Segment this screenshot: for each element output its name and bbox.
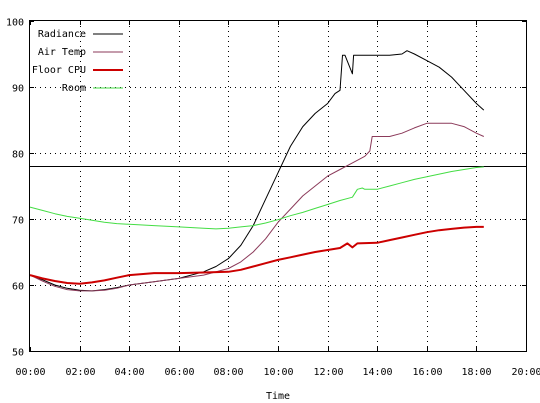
x-tick-label: 08:00 bbox=[213, 367, 243, 378]
grid bbox=[30, 21, 526, 351]
legend: Radiance Air Temp Floor CPU Room bbox=[32, 29, 123, 94]
series-line-floor-cpu bbox=[29, 225, 484, 285]
x-tick-label: 06:00 bbox=[164, 367, 194, 378]
x-tick-label: 04:00 bbox=[114, 367, 144, 378]
x-tick-label: 20:00 bbox=[511, 367, 540, 378]
y-tick-label: 70 bbox=[12, 216, 24, 227]
series-line-room bbox=[29, 166, 484, 230]
y-axis-ticks: 50 60 70 80 90 100 bbox=[6, 18, 526, 359]
y-tick-label: 90 bbox=[12, 84, 24, 95]
legend-label: Floor CPU bbox=[32, 65, 86, 76]
x-axis-label: Time bbox=[266, 391, 290, 402]
y-tick-label: 100 bbox=[6, 18, 24, 29]
legend-label: Room bbox=[62, 83, 86, 94]
x-tick-label: 10:00 bbox=[263, 367, 293, 378]
y-tick-label: 80 bbox=[12, 150, 24, 161]
y-tick-label: 50 bbox=[12, 348, 24, 359]
series-lines bbox=[29, 50, 485, 292]
legend-label: Air Temp bbox=[38, 47, 86, 58]
x-tick-label: 18:00 bbox=[461, 367, 491, 378]
series-line-radiance bbox=[29, 50, 485, 292]
series-line-air-temp bbox=[29, 122, 485, 292]
x-tick-label: 02:00 bbox=[65, 367, 95, 378]
plot-frame bbox=[29, 20, 527, 352]
x-tick-label: 00:00 bbox=[15, 367, 45, 378]
x-tick-label: 14:00 bbox=[362, 367, 392, 378]
y-tick-label: 60 bbox=[12, 282, 24, 293]
x-tick-label: 16:00 bbox=[412, 367, 442, 378]
x-tick-label: 12:00 bbox=[313, 367, 343, 378]
x-axis-ticks: 00:00 02:00 04:00 06:00 08:00 10:00 12:00 14:00… bbox=[15, 21, 540, 378]
legend-label: Radiance bbox=[38, 29, 86, 40]
